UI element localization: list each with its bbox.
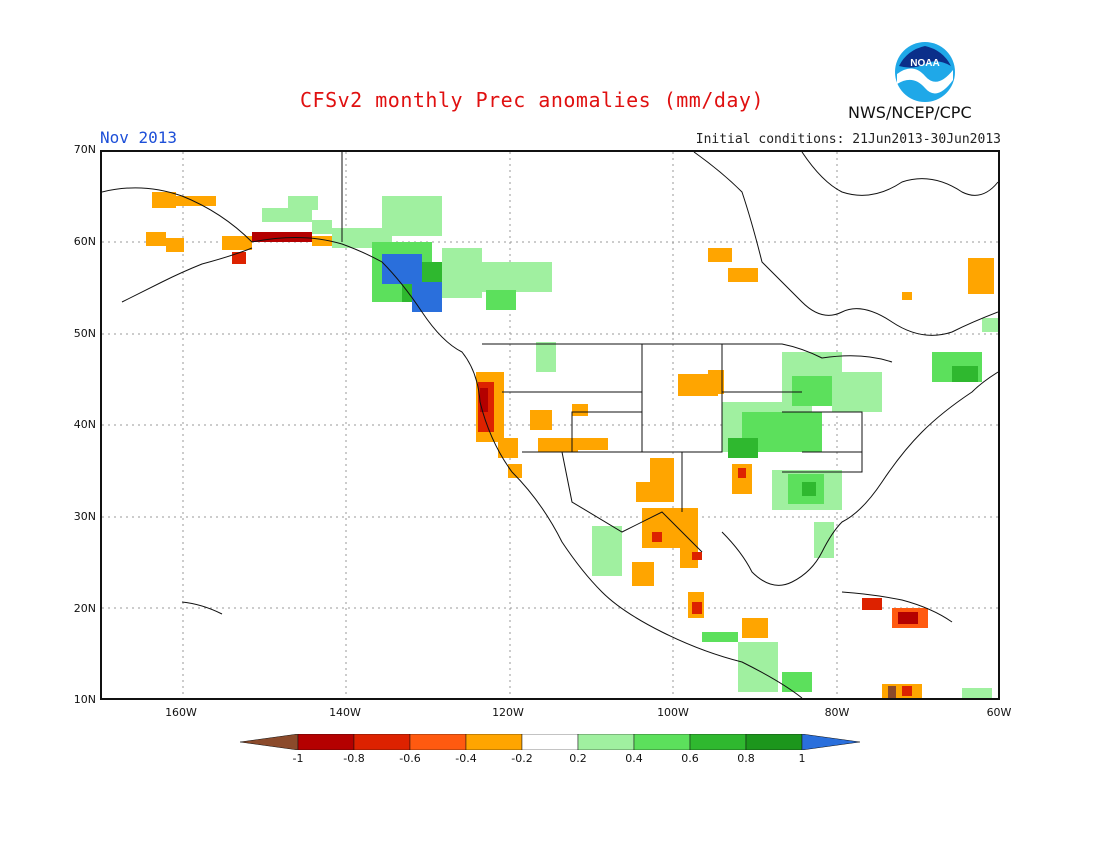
lon-label-140w: 140W <box>329 706 361 719</box>
colorbar <box>239 733 861 754</box>
colorbar-label-3: -0.6 <box>399 752 421 765</box>
colorbar-label-9: 0.8 <box>737 752 755 765</box>
political-boundaries <box>482 343 893 553</box>
noaa-logo: NOAA <box>893 40 957 104</box>
anomaly-patches <box>146 192 998 698</box>
colorbar-bin-5 <box>521 733 579 751</box>
colorbar-bin-6 <box>577 733 635 751</box>
colorbar-label-1: -1 <box>292 752 304 765</box>
colorbar-below-min <box>239 733 299 751</box>
lon-label-100w: 100W <box>657 706 689 719</box>
map-title: CFSv2 monthly Prec anomalies (mm/day) <box>300 88 765 112</box>
lat-label-60n: 60N <box>73 235 96 248</box>
lat-label-30n: 30N <box>73 510 96 523</box>
svg-text:NOAA: NOAA <box>910 58 939 69</box>
colorbar-bin-8 <box>689 733 747 751</box>
colorbar-label-10: 1 <box>798 752 806 765</box>
colorbar-bin-4 <box>465 733 523 751</box>
colorbar-bin-7 <box>633 733 691 751</box>
lat-label-50n: 50N <box>73 327 96 340</box>
colorbar-label-8: 0.6 <box>681 752 699 765</box>
colorbar-above-max <box>801 733 861 751</box>
initial-conditions: Initial conditions: 21Jun2013-30Jun2013 <box>695 132 1001 147</box>
colorbar-label-2: -0.8 <box>343 752 365 765</box>
lon-label-80w: 80W <box>824 706 850 719</box>
forecast-month: Nov 2013 <box>100 128 178 147</box>
colorbar-label-5: -0.2 <box>511 752 533 765</box>
colorbar-label-7: 0.4 <box>625 752 643 765</box>
lat-label-20n: 20N <box>73 602 96 615</box>
colorbar-label-4: -0.4 <box>455 752 477 765</box>
agency-label: NWS/NCEP/CPC <box>848 103 972 122</box>
colorbar-bin-1 <box>297 733 355 751</box>
lon-label-60w: 60W <box>986 706 1012 719</box>
lon-label-160w: 160W <box>165 706 197 719</box>
colorbar-bin-3 <box>409 733 467 751</box>
colorbar-label-6: 0.2 <box>569 752 587 765</box>
lat-label-40n: 40N <box>73 418 96 431</box>
lat-label-70n: 70N <box>73 143 96 156</box>
anomaly-map <box>100 150 1000 700</box>
colorbar-bin-2 <box>353 733 411 751</box>
lon-label-120w: 120W <box>492 706 524 719</box>
lat-label-10n: 10N <box>73 693 96 706</box>
coastlines <box>102 152 998 698</box>
colorbar-bin-9 <box>745 733 803 751</box>
